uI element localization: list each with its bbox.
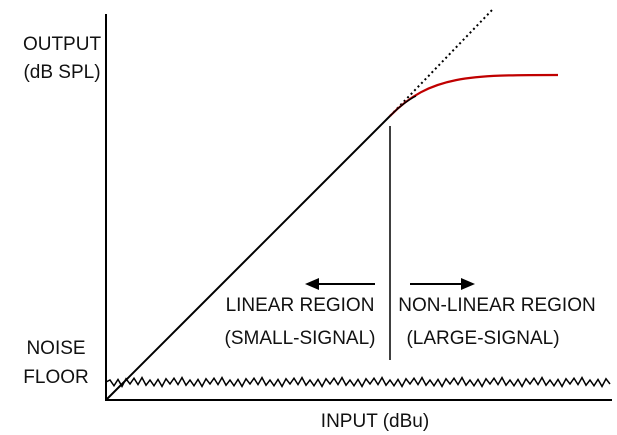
- y-axis-unit: (dB SPL): [23, 62, 100, 83]
- noise-label: NOISE: [26, 338, 85, 359]
- region-label: LINEAR REGION: [226, 295, 375, 316]
- region-note: (LARGE-SIGNAL): [406, 328, 559, 349]
- y-axis-label: OUTPUT: [23, 34, 102, 55]
- noise-label: FLOOR: [23, 367, 88, 388]
- right-arrow-head: [461, 278, 475, 290]
- x-axis-label: INPUT (dBu): [321, 411, 429, 432]
- compression-curve: [389, 73, 559, 117]
- noise-floor-line: [105, 376, 611, 388]
- region-label: NON-LINEAR REGION: [398, 295, 595, 316]
- curve-join: [389, 95, 417, 117]
- linear-response: [105, 115, 391, 401]
- left-arrow-head: [305, 278, 319, 290]
- region-note: (SMALL-SIGNAL): [225, 328, 376, 349]
- ideal-extension: [389, 7, 495, 117]
